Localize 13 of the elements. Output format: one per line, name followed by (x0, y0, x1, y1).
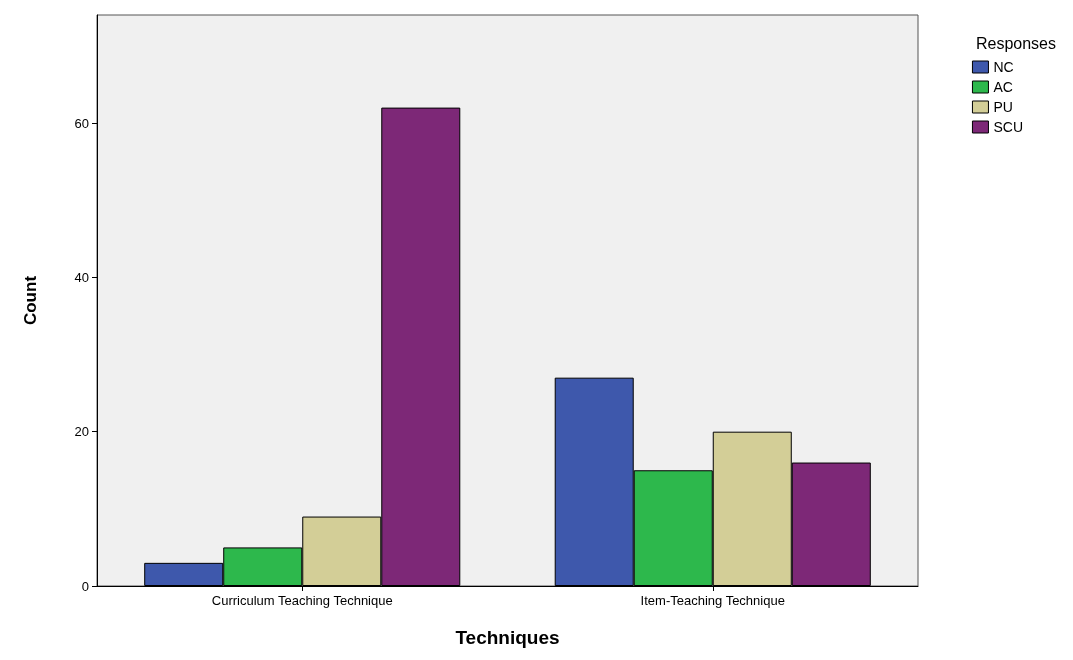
y-tick-label: 20 (74, 424, 89, 440)
x-tick-label: Curriculum Teaching Technique (211, 593, 393, 608)
legend-label: SCU (993, 119, 1023, 135)
x-axis-title: Techniques (455, 627, 560, 648)
legend-label: NC (993, 59, 1014, 75)
x-tick-label: Item-Teaching Technique (640, 593, 785, 608)
y-tick-label: 60 (74, 115, 89, 131)
legend-title: Responses (975, 34, 1056, 52)
legend-label: AC (993, 79, 1013, 95)
y-axis-title: Count (21, 275, 40, 326)
y-tick-label: 0 (81, 578, 89, 594)
y-tick-label: 40 (74, 269, 89, 285)
legend-label: PU (993, 99, 1013, 115)
